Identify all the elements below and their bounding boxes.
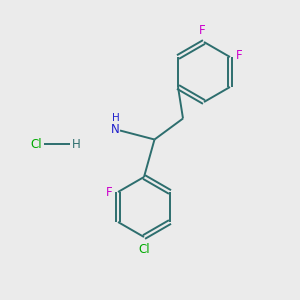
Text: F: F [236, 49, 243, 62]
Text: Cl: Cl [30, 137, 42, 151]
Text: Cl: Cl [138, 243, 150, 256]
Text: F: F [199, 24, 206, 37]
Text: F: F [105, 185, 112, 199]
Text: H: H [112, 113, 119, 123]
Text: H: H [72, 137, 81, 151]
Text: N: N [111, 123, 120, 136]
